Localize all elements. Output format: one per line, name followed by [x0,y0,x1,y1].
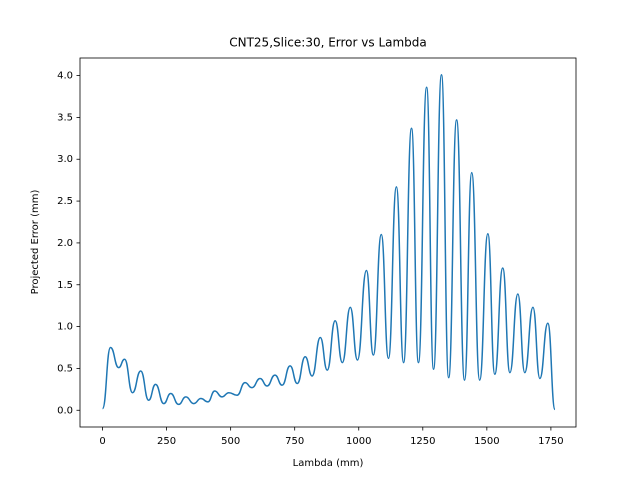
y-tick-label: 2.0 [57,238,73,249]
x-tick-label: 1000 [346,436,371,447]
y-tick-label: 2.5 [57,196,73,207]
y-tick-label: 1.0 [57,322,73,333]
x-tick-label: 500 [221,436,240,447]
y-tick-label: 3.0 [57,154,73,165]
x-tick-label: 1500 [474,436,499,447]
data-line [101,73,556,411]
x-axis-label: Lambda (mm) [293,458,364,469]
x-tick-label: 1250 [410,436,435,447]
axes-frame [79,57,577,428]
x-tick-label: 750 [285,436,304,447]
y-tick-label: 1.5 [57,280,73,291]
y-tick-label: 4.0 [57,71,73,82]
x-tick-label: 1750 [538,436,563,447]
y-tick-label: 3.5 [57,112,73,123]
y-tick-label: 0.5 [57,363,73,374]
x-tick-label: 250 [157,436,176,447]
y-axis-label: Projected Error (mm) [30,190,41,295]
x-tick-label: 0 [99,436,105,447]
y-tick-label: 0.0 [57,405,73,416]
chart-title: CNT25,Slice:30, Error vs Lambda [229,36,427,50]
